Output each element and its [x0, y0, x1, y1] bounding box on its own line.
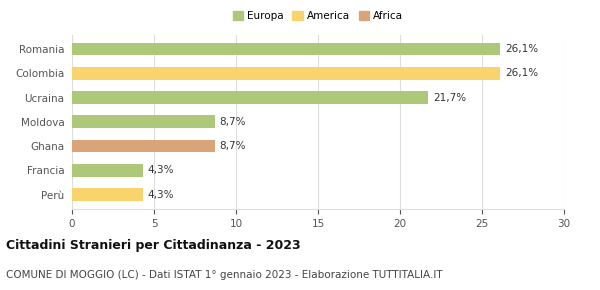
Text: 8,7%: 8,7%	[220, 117, 246, 127]
Bar	[72, 164, 143, 177]
Text: 26,1%: 26,1%	[505, 44, 538, 54]
Text: 26,1%: 26,1%	[505, 68, 538, 78]
Legend: Europa, America, Africa: Europa, America, Africa	[231, 9, 405, 23]
Text: Cittadini Stranieri per Cittadinanza - 2023: Cittadini Stranieri per Cittadinanza - 2…	[6, 239, 301, 252]
Bar	[72, 91, 428, 104]
Bar	[72, 188, 143, 201]
Text: 8,7%: 8,7%	[220, 141, 246, 151]
Text: 21,7%: 21,7%	[433, 93, 466, 103]
Bar	[72, 140, 215, 152]
Bar	[72, 67, 500, 79]
Text: 4,3%: 4,3%	[148, 165, 174, 175]
Text: 4,3%: 4,3%	[148, 190, 174, 200]
Bar	[72, 43, 500, 55]
Bar	[72, 115, 215, 128]
Text: COMUNE DI MOGGIO (LC) - Dati ISTAT 1° gennaio 2023 - Elaborazione TUTTITALIA.IT: COMUNE DI MOGGIO (LC) - Dati ISTAT 1° ge…	[6, 270, 443, 280]
